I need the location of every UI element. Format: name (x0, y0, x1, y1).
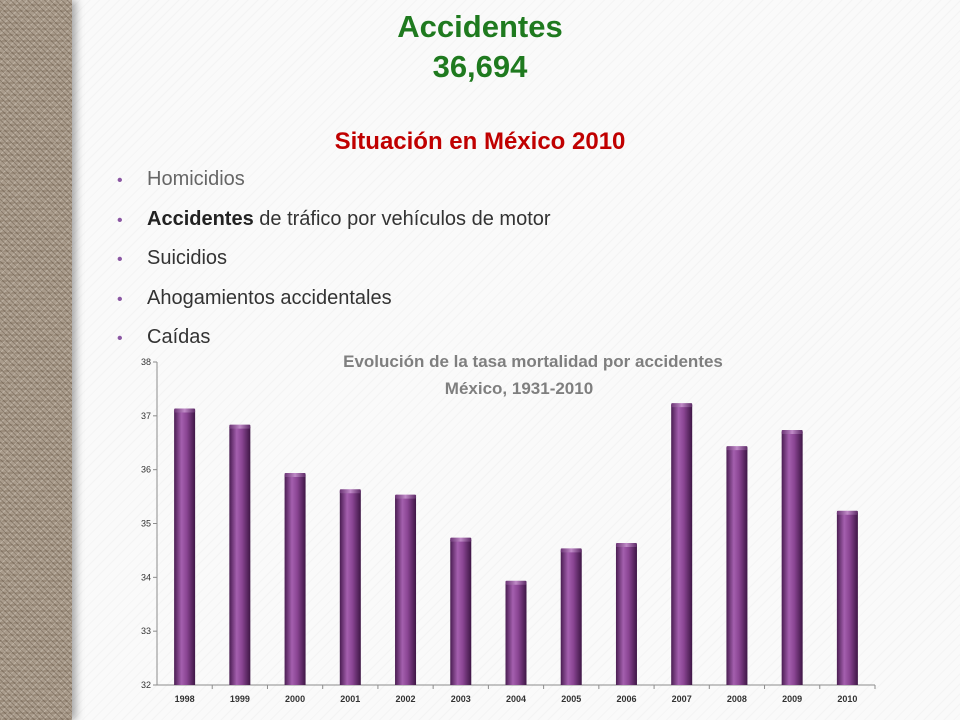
bar-series (174, 403, 858, 685)
chart-subtitle: México, 1931-2010 (445, 379, 593, 398)
x-tick-label-2008: 2008 (727, 694, 747, 704)
bar-cap-2005 (560, 548, 582, 553)
bar-2004 (505, 582, 527, 685)
x-tick-label-2009: 2009 (782, 694, 802, 704)
y-tick-label: 37 (141, 411, 151, 421)
y-tick-label: 32 (141, 680, 151, 690)
x-tick-label-1999: 1999 (230, 694, 250, 704)
decorative-texture-strip (0, 0, 72, 720)
bar-2005 (560, 550, 582, 685)
list-item-text: Ahogamientos accidentales (147, 286, 392, 309)
list-item-text: Caídas (147, 326, 211, 348)
bar-2002 (395, 496, 417, 685)
bullet-icon: • (117, 211, 123, 229)
bar-1998 (174, 410, 196, 685)
bar-cap-2004 (505, 580, 527, 585)
bar-cap-2006 (615, 543, 637, 548)
bar-cap-2002 (395, 494, 417, 499)
x-tick-label-2003: 2003 (451, 694, 471, 704)
bar-2010 (836, 512, 858, 685)
bar-cap-1999 (229, 424, 251, 429)
list-item-text: de tráfico por vehículos de motor (253, 207, 551, 230)
list-item: • Accidentes de tráfico por vehículos de … (117, 200, 551, 240)
bullet-icon: • (117, 251, 123, 268)
slide-subtitle: Situación en México 2010 (334, 128, 626, 155)
x-tick-label-1998: 1998 (175, 694, 195, 704)
list-item-text: Suicidios (147, 247, 228, 269)
y-axis-ticks: 32 33 34 35 36 37 38 (141, 357, 157, 690)
x-tick-label-2000: 2000 (285, 694, 305, 704)
bar-cap-2001 (339, 489, 361, 494)
y-tick-label: 34 (141, 572, 151, 582)
slide-title-number: 36,694 (432, 49, 528, 84)
x-tick-label-2005: 2005 (561, 694, 581, 704)
bar-cap-2000 (284, 473, 306, 478)
bar-cap-2003 (450, 537, 472, 542)
list-item-text: Homicidios (147, 168, 245, 190)
y-tick-label: 35 (141, 519, 151, 529)
x-tick-label-2006: 2006 (616, 694, 636, 704)
bar-cap-2009 (781, 429, 803, 434)
x-tick-label-2007: 2007 (672, 694, 692, 704)
bullet-icon: • (117, 172, 123, 189)
bar-2006 (615, 545, 637, 685)
x-axis-ticks: 1998 1999 2000 2001 2002 2003 2004 2005 2006 2007… (175, 685, 876, 704)
bar-2001 (339, 491, 361, 685)
slide-title: Accidentes (397, 9, 563, 44)
chart-title: Evolución de la tasa mortalidad por acci… (343, 352, 723, 371)
list-item: • Caídas (117, 318, 551, 358)
bar-1999 (229, 426, 251, 685)
y-tick-label: 36 (141, 465, 151, 475)
list-item: • Homicidios (117, 160, 551, 200)
bullet-icon: • (117, 290, 123, 308)
bar-cap-2007 (671, 403, 693, 408)
list-item: • Ahogamientos accidentales (117, 279, 551, 319)
bar-cap-2010 (836, 510, 858, 515)
bar-cap-1998 (174, 408, 196, 413)
list-item-bold-text: Accidentes (147, 207, 254, 230)
bar-2000 (284, 475, 306, 685)
list-item: • Suicidios (117, 239, 551, 279)
bar-2008 (726, 448, 748, 685)
bar-2007 (671, 405, 693, 685)
x-tick-label-2002: 2002 (396, 694, 416, 704)
x-tick-label-2010: 2010 (837, 694, 857, 704)
y-tick-label: 38 (141, 357, 151, 367)
x-tick-label-2004: 2004 (506, 694, 526, 704)
bar-2003 (450, 539, 472, 685)
bullet-icon: • (117, 330, 123, 347)
x-tick-label-2001: 2001 (340, 694, 360, 704)
cause-list: • Homicidios • Accidentes de tráfico por v… (117, 160, 551, 358)
y-tick-label: 33 (141, 626, 151, 636)
bar-2009 (781, 431, 803, 685)
bar-cap-2008 (726, 446, 748, 451)
